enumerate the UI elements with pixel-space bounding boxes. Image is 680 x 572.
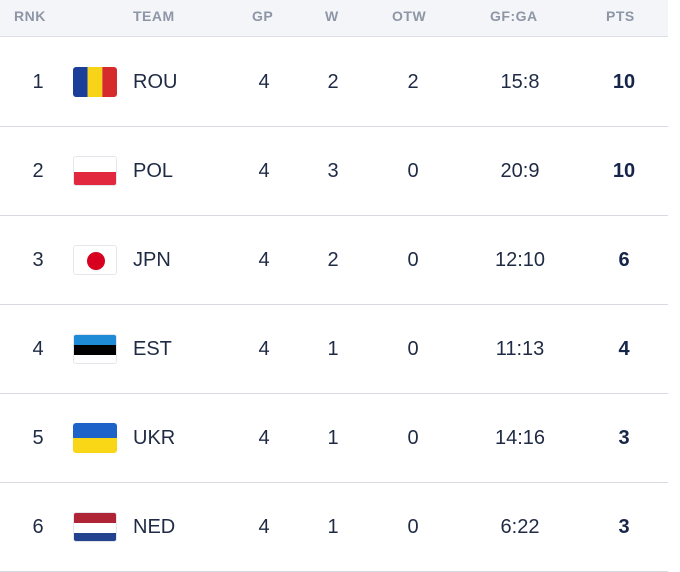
overtime-wins-cell: 0	[407, 338, 419, 360]
games-played-cell: 4	[258, 427, 270, 449]
overtime-wins-cell: 0	[407, 516, 419, 538]
goals-cell: 6:22	[500, 516, 540, 538]
header-overtime-wins[interactable]: OTW	[392, 8, 427, 24]
wins-cell: 2	[327, 71, 339, 93]
wins-cell: 1	[327, 427, 339, 449]
table-row[interactable]: 1 ROU 4 2 2 15:8 10	[0, 38, 668, 127]
games-played-cell: 4	[258, 71, 270, 93]
points-cell: 10	[612, 71, 636, 93]
rank-cell: 6	[32, 516, 44, 538]
team-name-link[interactable]: POL	[133, 160, 174, 182]
table-row[interactable]: 3 JPN 4 2 0 12:10 6	[0, 216, 668, 305]
rank-cell: 4	[32, 338, 44, 360]
overtime-wins-cell: 2	[407, 71, 419, 93]
games-played-cell: 4	[258, 338, 270, 360]
goals-cell: 14:16	[494, 427, 546, 449]
games-played-cell: 4	[258, 249, 270, 271]
header-goals-for-against[interactable]: GF:GA	[490, 8, 538, 24]
table-header: RNK TEAM GP W OTW GF:GA PTS	[0, 0, 668, 37]
header-wins[interactable]: W	[325, 8, 339, 24]
table-row[interactable]: 5 UKR 4 1 0 14:16 3	[0, 394, 668, 483]
header-rank[interactable]: RNK	[14, 8, 46, 24]
table-row[interactable]: 4 EST 4 1 0 11:13 4	[0, 305, 668, 394]
header-team[interactable]: TEAM	[133, 8, 175, 24]
overtime-wins-cell: 0	[407, 160, 419, 182]
rank-cell: 5	[32, 427, 44, 449]
goals-cell: 15:8	[500, 71, 540, 93]
points-cell: 4	[618, 338, 630, 360]
estonia-flag-icon	[73, 334, 117, 364]
games-played-cell: 4	[258, 160, 270, 182]
goals-cell: 12:10	[494, 249, 546, 271]
team-name-link[interactable]: UKR	[133, 427, 176, 449]
rank-cell: 1	[32, 71, 44, 93]
wins-cell: 2	[327, 249, 339, 271]
team-name-link[interactable]: ROU	[133, 71, 178, 93]
header-games-played[interactable]: GP	[252, 8, 274, 24]
wins-cell: 1	[327, 338, 339, 360]
netherlands-flag-icon	[73, 512, 117, 542]
table-row[interactable]: 2 POL 4 3 0 20:9 10	[0, 127, 668, 216]
ukraine-flag-icon	[73, 423, 117, 453]
romania-flag-icon	[73, 67, 117, 97]
team-name-link[interactable]: JPN	[133, 249, 171, 271]
games-played-cell: 4	[258, 516, 270, 538]
header-points[interactable]: PTS	[606, 8, 635, 24]
rank-cell: 3	[32, 249, 44, 271]
overtime-wins-cell: 0	[407, 249, 419, 271]
overtime-wins-cell: 0	[407, 427, 419, 449]
poland-flag-icon	[73, 156, 117, 186]
table-row[interactable]: 6 NED 4 1 0 6:22 3	[0, 483, 668, 572]
team-name-link[interactable]: EST	[133, 338, 172, 360]
wins-cell: 3	[327, 160, 339, 182]
japan-flag-icon	[73, 245, 117, 275]
points-cell: 10	[612, 160, 636, 182]
team-name-link[interactable]: NED	[133, 516, 176, 538]
points-cell: 6	[618, 249, 630, 271]
points-cell: 3	[618, 427, 630, 449]
wins-cell: 1	[327, 516, 339, 538]
goals-cell: 20:9	[500, 160, 540, 182]
points-cell: 3	[618, 516, 630, 538]
rank-cell: 2	[32, 160, 44, 182]
goals-cell: 11:13	[495, 338, 545, 360]
